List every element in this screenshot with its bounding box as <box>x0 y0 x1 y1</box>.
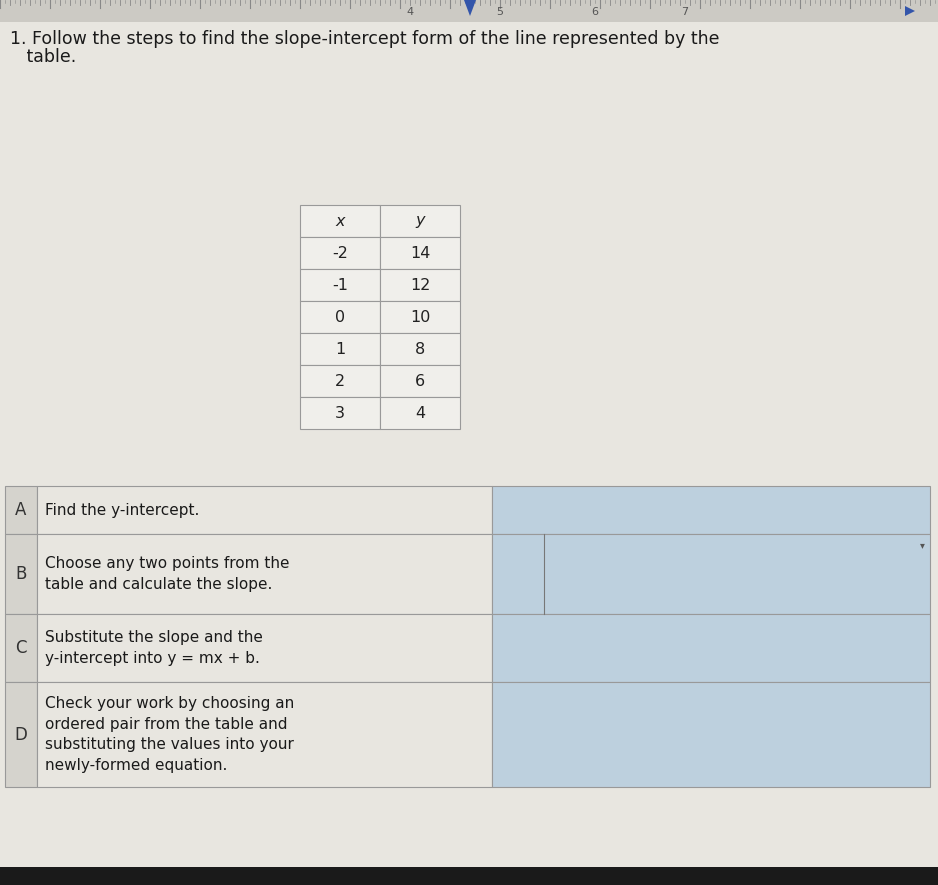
Text: 12: 12 <box>410 278 431 293</box>
Bar <box>300 301 380 333</box>
Bar <box>492 534 930 614</box>
Text: Substitute the slope and the
y-intercept into y = mx + b.: Substitute the slope and the y-intercept… <box>45 630 263 666</box>
Bar <box>37 682 492 787</box>
Text: x: x <box>335 213 345 228</box>
Bar <box>380 301 460 333</box>
Text: Find the y-intercept.: Find the y-intercept. <box>45 503 200 518</box>
Bar <box>300 269 380 301</box>
Bar <box>492 486 930 534</box>
Bar <box>37 534 492 614</box>
Bar <box>492 614 930 682</box>
Text: D: D <box>15 726 27 743</box>
Text: y: y <box>416 213 425 228</box>
Text: 4: 4 <box>406 7 414 17</box>
Bar <box>5 614 37 682</box>
Bar <box>37 614 492 682</box>
Text: 3: 3 <box>335 405 345 420</box>
Bar <box>0 867 938 885</box>
Bar <box>5 682 37 787</box>
Text: B: B <box>15 565 26 583</box>
Text: C: C <box>15 639 27 657</box>
Text: 4: 4 <box>415 405 425 420</box>
Polygon shape <box>905 6 915 16</box>
Text: ▾: ▾ <box>919 540 925 550</box>
Bar <box>300 397 380 429</box>
Text: 0: 0 <box>335 310 345 325</box>
Bar <box>5 486 37 534</box>
Text: -2: -2 <box>332 245 348 260</box>
Bar <box>380 397 460 429</box>
Text: Choose any two points from the
table and calculate the slope.: Choose any two points from the table and… <box>45 557 290 592</box>
Bar <box>380 333 460 365</box>
Bar <box>0 0 938 22</box>
Text: 1: 1 <box>335 342 345 357</box>
Text: Check your work by choosing an
ordered pair from the table and
substituting the : Check your work by choosing an ordered p… <box>45 696 295 773</box>
Polygon shape <box>464 0 476 16</box>
Text: A: A <box>15 501 26 519</box>
Bar <box>380 365 460 397</box>
Text: 10: 10 <box>410 310 431 325</box>
Bar <box>492 682 930 787</box>
Text: 1. Follow the steps to find the slope-intercept form of the line represented by : 1. Follow the steps to find the slope-in… <box>10 30 719 48</box>
Bar <box>300 365 380 397</box>
Text: 14: 14 <box>410 245 431 260</box>
Bar <box>300 237 380 269</box>
Bar <box>5 534 37 614</box>
Text: 2: 2 <box>335 373 345 389</box>
Text: 6: 6 <box>415 373 425 389</box>
Bar <box>300 205 380 237</box>
Text: 8: 8 <box>415 342 425 357</box>
Bar <box>380 237 460 269</box>
Text: table.: table. <box>10 48 76 66</box>
Bar <box>380 269 460 301</box>
Bar <box>300 333 380 365</box>
Text: 5: 5 <box>496 7 504 17</box>
Bar <box>37 486 492 534</box>
Text: 7: 7 <box>681 7 688 17</box>
Text: 6: 6 <box>592 7 598 17</box>
Text: -1: -1 <box>332 278 348 293</box>
Bar <box>380 205 460 237</box>
